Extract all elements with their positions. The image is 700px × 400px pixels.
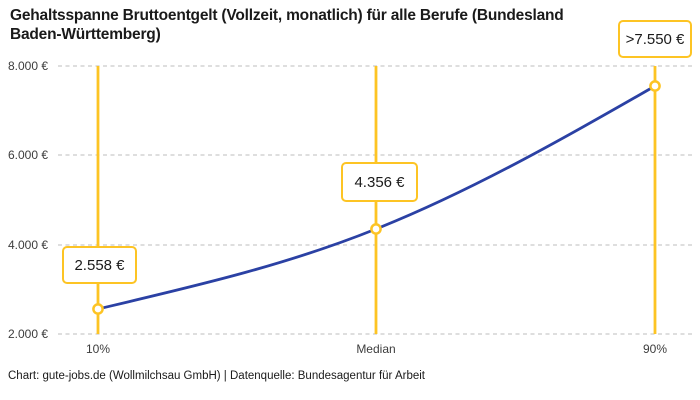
- x-tick-90pct: 90%: [642, 342, 668, 356]
- value-label-90pct-text: >7.550 €: [625, 30, 685, 48]
- x-tick-10pct: 10%: [85, 342, 111, 356]
- y-tick-8000: 8.000 €: [8, 59, 49, 73]
- source-caption: Chart: gute-jobs.de (Wollmilchsau GmbH) …: [8, 370, 425, 382]
- value-label-median: 4.356 €: [341, 162, 418, 202]
- data-point-10pct: [92, 303, 104, 315]
- y-tick-2000: 2.000 €: [8, 327, 49, 341]
- value-label-median-text: 4.356 €: [354, 173, 405, 191]
- chart-title-line1: Gehaltsspanne Bruttoentgelt (Vollzeit, m…: [10, 7, 564, 24]
- x-tick-median: Median: [356, 342, 396, 356]
- y-tick-6000: 6.000 €: [8, 148, 49, 162]
- data-point-median: [370, 223, 382, 235]
- chart-title-line2: Baden-Württemberg): [10, 26, 161, 43]
- chart-title: Gehaltsspanne Bruttoentgelt (Vollzeit, m…: [10, 6, 680, 44]
- value-label-10pct-text: 2.558 €: [74, 256, 125, 274]
- value-label-10pct: 2.558 €: [62, 246, 137, 284]
- value-label-90pct: >7.550 €: [618, 20, 692, 58]
- data-point-90pct: [649, 80, 661, 92]
- y-tick-4000: 4.000 €: [8, 238, 49, 252]
